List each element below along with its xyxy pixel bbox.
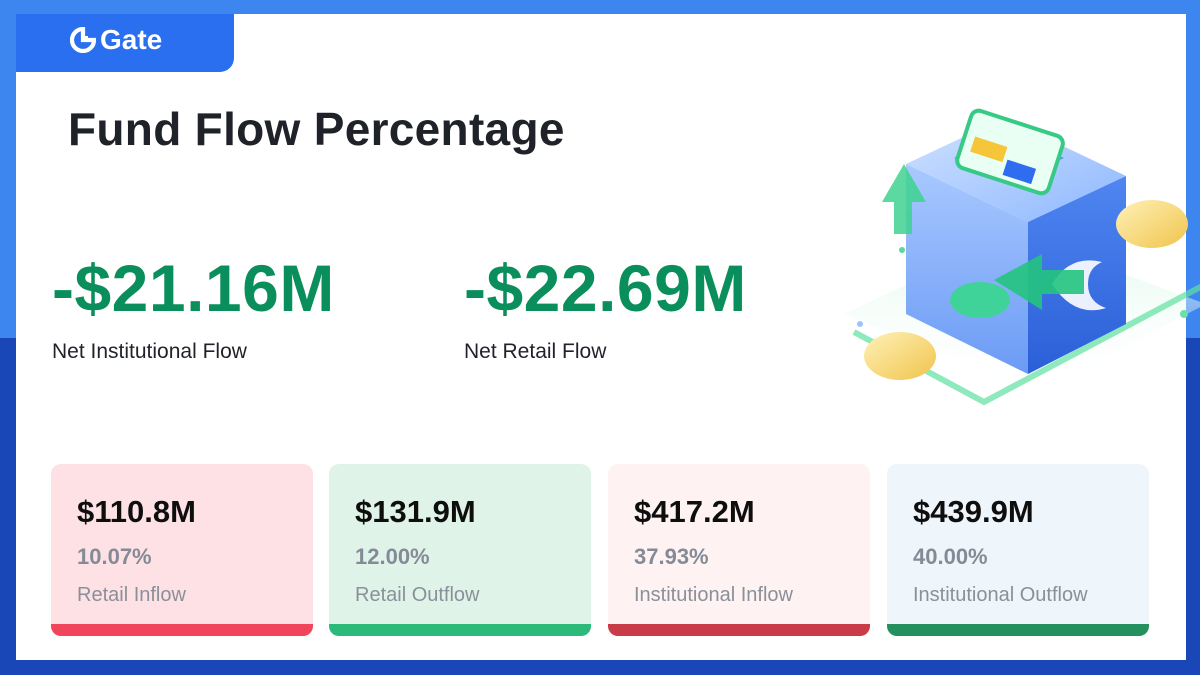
retail-inflow-label: Retail Inflow [77, 584, 186, 606]
net-retail-flow-value: -$22.69M [464, 251, 747, 325]
institutional-inflow-percent: 37.93% [634, 544, 709, 569]
institutional-outflow-label: Institutional Outflow [913, 584, 1088, 606]
net-retail-flow-label: Net Retail Flow [464, 340, 607, 363]
institutional-outflow-card: $439.9M 40.00% Institutional Outflow [887, 464, 1149, 636]
institutional-inflow-amount: $417.2M [634, 494, 755, 529]
retail-inflow-percent: 10.07% [77, 544, 152, 569]
brand-logo[interactable]: Gate [70, 22, 162, 58]
gate-logo-icon [70, 27, 96, 53]
retail-inflow-card: $110.8M 10.07% Retail Inflow [51, 464, 313, 636]
institutional-outflow-amount: $439.9M [913, 494, 1034, 529]
net-institutional-flow-label: Net Institutional Flow [52, 340, 247, 363]
retail-inflow-bar [51, 624, 313, 636]
logo-tab: Gate [16, 14, 234, 72]
retail-outflow-label: Retail Outflow [355, 584, 480, 606]
brand-name: Gate [100, 24, 163, 55]
retail-outflow-bar [329, 624, 591, 636]
money-transfer-cube-illustration [844, 108, 1200, 406]
retail-outflow-card: $131.9M 12.00% Retail Outflow [329, 464, 591, 636]
institutional-outflow-percent: 40.00% [913, 544, 988, 569]
institutional-inflow-bar [608, 624, 870, 636]
institutional-outflow-bar [887, 624, 1149, 636]
institutional-inflow-label: Institutional Inflow [634, 584, 793, 606]
retail-outflow-amount: $131.9M [355, 494, 476, 529]
retail-inflow-amount: $110.8M [77, 494, 196, 529]
main-card: Gate Fund Flow Percentage -$21.16M Net I… [16, 14, 1200, 660]
institutional-inflow-card: $417.2M 37.93% Institutional Inflow [608, 464, 870, 636]
net-institutional-flow-value: -$21.16M [52, 251, 335, 325]
page-title: Fund Flow Percentage [68, 103, 565, 155]
retail-outflow-percent: 12.00% [355, 544, 430, 569]
